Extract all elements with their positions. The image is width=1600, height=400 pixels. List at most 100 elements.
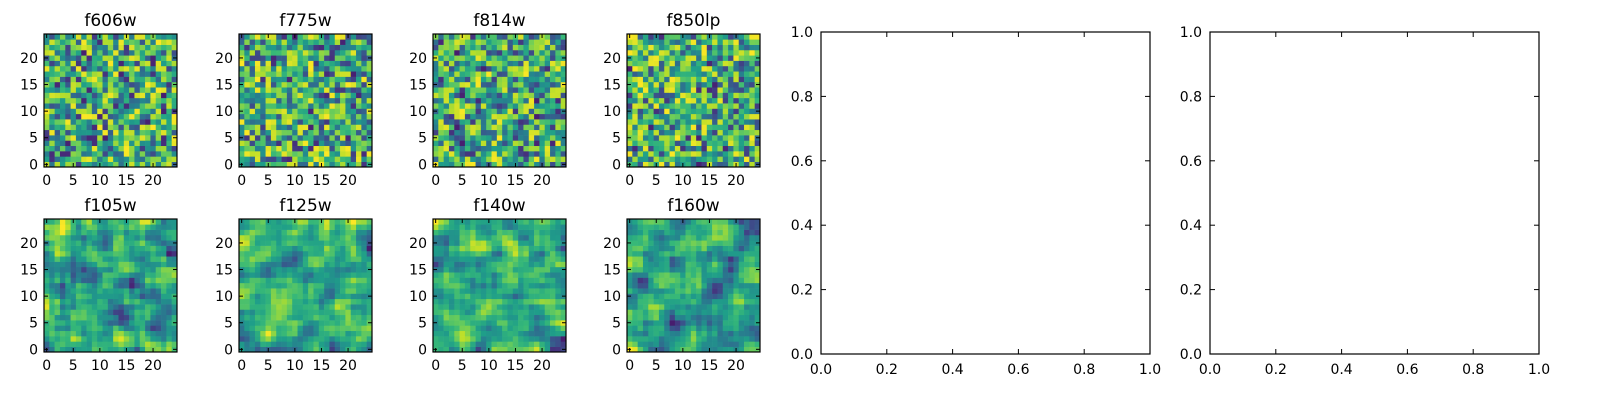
heatmap-cell xyxy=(265,92,272,99)
heatmap-cell xyxy=(155,219,162,225)
heatmap-cell xyxy=(690,145,697,152)
heatmap-cell xyxy=(701,309,708,316)
heatmap-cell xyxy=(744,49,750,56)
heatmap-cell xyxy=(150,135,157,141)
heatmap-cell xyxy=(491,151,498,157)
heatmap-cell xyxy=(361,76,367,83)
heatmap-cell xyxy=(81,124,87,131)
heatmap-cell xyxy=(281,256,288,262)
heatmap-cell xyxy=(733,272,740,278)
heatmap-cell xyxy=(54,341,61,347)
heatmap-cell xyxy=(696,145,702,152)
heatmap-cell xyxy=(155,92,162,99)
heatmap-cell xyxy=(308,245,314,252)
heatmap-cell xyxy=(491,341,498,347)
heatmap-cell xyxy=(313,135,320,141)
heatmap-cell xyxy=(102,325,109,332)
heatmap-cell xyxy=(350,309,357,316)
heatmap-cell xyxy=(518,245,524,252)
heatmap-cell xyxy=(664,346,670,353)
heatmap-cell xyxy=(150,277,157,284)
heatmap-cell xyxy=(433,145,439,152)
heatmap-cell xyxy=(518,341,524,347)
heatmap-cell xyxy=(627,151,633,157)
heatmap-cell xyxy=(744,277,750,284)
heatmap-cell xyxy=(239,250,245,257)
heatmap-cell xyxy=(496,140,503,147)
heatmap-cell xyxy=(480,261,487,268)
heatmap-cell xyxy=(81,282,87,289)
heatmap-cell xyxy=(690,320,697,326)
heatmap-cell xyxy=(171,224,178,230)
heatmap-cell xyxy=(166,97,172,104)
heatmap-cell xyxy=(539,124,546,131)
heatmap-cell xyxy=(722,71,729,77)
heatmap-cell xyxy=(345,119,352,125)
heatmap-cell xyxy=(448,39,455,45)
heatmap-cell xyxy=(356,272,362,278)
heatmap-cell xyxy=(161,65,167,72)
heatmap-cell xyxy=(717,103,724,109)
heatmap-cell xyxy=(690,309,697,316)
heatmap-cell xyxy=(65,44,71,51)
heatmap-cell xyxy=(696,119,702,125)
heatmap-cell xyxy=(496,55,503,61)
heatmap-cell xyxy=(512,325,519,332)
heatmap-cell xyxy=(75,49,82,56)
heatmap-cell xyxy=(448,34,455,40)
heatmap-cell xyxy=(134,240,141,246)
heatmap-cell xyxy=(59,266,66,273)
heatmap-cell xyxy=(632,39,638,45)
heatmap-cell xyxy=(438,229,444,236)
heatmap-cell xyxy=(443,336,450,342)
heatmap-cell xyxy=(308,293,314,300)
heatmap-cell xyxy=(340,314,346,321)
heatmap-cell xyxy=(744,304,750,310)
heatmap-cell xyxy=(155,140,162,147)
heatmap-cell xyxy=(433,103,439,109)
heatmap-cell xyxy=(518,34,524,40)
heatmap-cell xyxy=(113,288,119,294)
heatmap-cell xyxy=(166,129,172,136)
heatmap-cell xyxy=(91,229,98,236)
heatmap-cell xyxy=(728,55,734,61)
heatmap-cell xyxy=(145,140,151,147)
heatmap-cell xyxy=(302,325,309,332)
heatmap-cell xyxy=(350,304,357,310)
heatmap-cell xyxy=(502,92,508,99)
heatmap-cell xyxy=(54,266,61,273)
heatmap-cell xyxy=(443,135,450,141)
heatmap-cell xyxy=(329,60,336,67)
heatmap-cell xyxy=(239,129,245,136)
y-tick-label: 15 xyxy=(409,263,427,279)
heatmap-cell xyxy=(350,272,357,278)
heatmap-cell xyxy=(249,320,256,326)
heatmap-cell xyxy=(345,65,352,72)
heatmap-cell xyxy=(249,245,256,252)
heatmap-cell xyxy=(239,282,245,289)
heatmap-cell xyxy=(749,119,755,125)
heatmap-cell xyxy=(507,34,514,40)
heatmap-cell xyxy=(560,76,567,83)
heatmap-cell xyxy=(150,304,157,310)
heatmap-cell xyxy=(480,119,487,125)
heatmap-cell xyxy=(81,81,87,88)
heatmap-cell xyxy=(433,229,439,236)
heatmap-cell xyxy=(475,135,482,141)
heatmap-cell xyxy=(145,229,151,236)
heatmap-cell xyxy=(470,156,476,162)
heatmap-cell xyxy=(454,108,460,115)
subplot-title: f125w xyxy=(279,196,331,216)
heatmap-cell xyxy=(669,277,676,284)
heatmap-cell xyxy=(361,314,367,321)
heatmap-cell xyxy=(302,245,309,252)
heatmap-cell xyxy=(470,103,476,109)
heatmap-cell xyxy=(129,250,135,257)
heatmap-cell xyxy=(459,124,466,131)
heatmap-cell xyxy=(286,156,293,162)
heatmap-cell xyxy=(318,87,325,93)
heatmap-cell xyxy=(486,97,492,104)
heatmap-cell xyxy=(350,119,357,125)
heatmap-cell xyxy=(712,44,718,51)
heatmap-cell xyxy=(486,60,492,67)
